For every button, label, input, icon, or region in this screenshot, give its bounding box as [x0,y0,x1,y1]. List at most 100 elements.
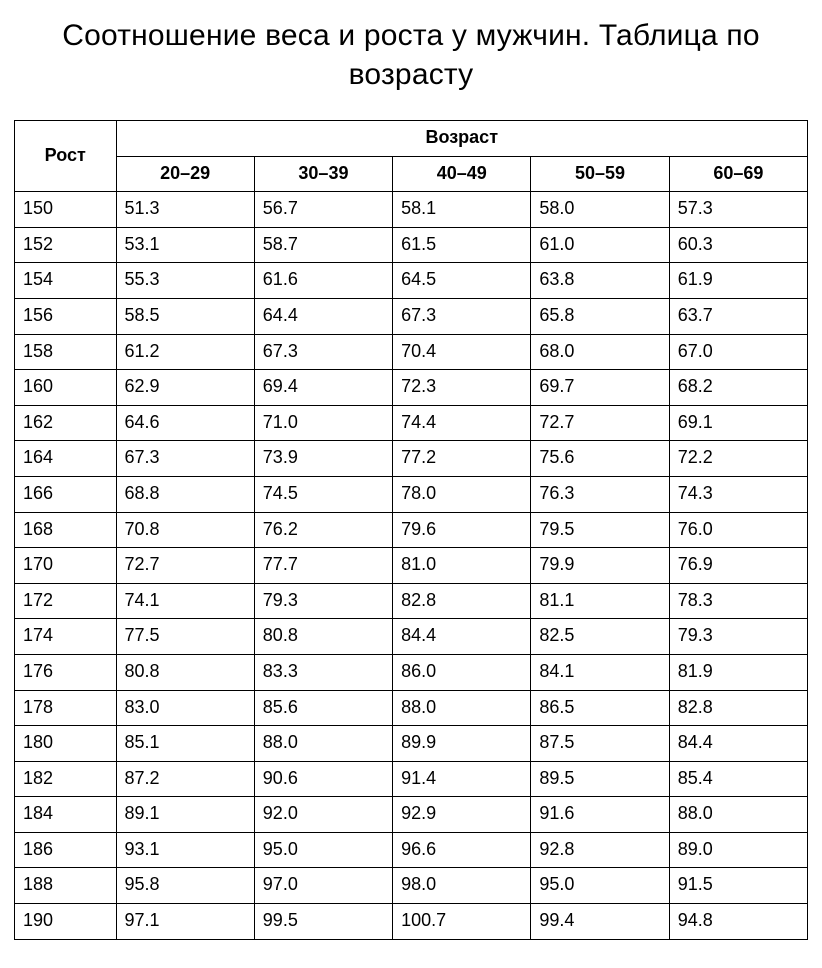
weight-cell: 84.1 [531,654,669,690]
weight-cell: 99.4 [531,904,669,940]
weight-cell: 88.0 [669,797,807,833]
weight-cell: 85.4 [669,761,807,797]
weight-cell: 91.6 [531,797,669,833]
weight-cell: 58.1 [393,192,531,228]
weight-cell: 90.6 [254,761,392,797]
weight-cell: 82.8 [393,583,531,619]
table-row: 16062.969.472.369.768.2 [15,370,808,406]
table-row: 18489.192.092.991.688.0 [15,797,808,833]
weight-cell: 92.8 [531,832,669,868]
weight-cell: 79.3 [669,619,807,655]
weight-cell: 67.3 [393,298,531,334]
weight-cell: 87.5 [531,726,669,762]
row-height-cell: 154 [15,263,117,299]
weight-cell: 68.2 [669,370,807,406]
row-height-cell: 182 [15,761,117,797]
weight-cell: 84.4 [669,726,807,762]
table-row: 17274.179.382.881.178.3 [15,583,808,619]
weight-cell: 86.0 [393,654,531,690]
weight-cell: 82.5 [531,619,669,655]
table-row: 15051.356.758.158.057.3 [15,192,808,228]
weight-cell: 87.2 [116,761,254,797]
weight-cell: 100.7 [393,904,531,940]
table-row: 16467.373.977.275.672.2 [15,441,808,477]
row-height-cell: 186 [15,832,117,868]
weight-cell: 95.0 [254,832,392,868]
weight-cell: 88.0 [393,690,531,726]
weight-cell: 56.7 [254,192,392,228]
row-height-cell: 158 [15,334,117,370]
weight-cell: 72.2 [669,441,807,477]
weight-cell: 78.3 [669,583,807,619]
weight-cell: 74.1 [116,583,254,619]
weight-cell: 72.7 [116,548,254,584]
weight-cell: 89.5 [531,761,669,797]
weight-cell: 65.8 [531,298,669,334]
weight-cell: 64.5 [393,263,531,299]
weight-cell: 77.2 [393,441,531,477]
weight-cell: 80.8 [254,619,392,655]
table-row: 17680.883.386.084.181.9 [15,654,808,690]
weight-cell: 91.5 [669,868,807,904]
table-row: 18287.290.691.489.585.4 [15,761,808,797]
weight-cell: 77.7 [254,548,392,584]
table-row: 15861.267.370.468.067.0 [15,334,808,370]
table-head: Рост Возраст 20–29 30–39 40–49 50–59 60–… [15,121,808,192]
table-row: 17883.085.688.086.582.8 [15,690,808,726]
col-header: 20–29 [116,156,254,192]
weight-cell: 61.5 [393,227,531,263]
row-height-cell: 190 [15,904,117,940]
weight-cell: 85.6 [254,690,392,726]
weight-cell: 81.1 [531,583,669,619]
table-row: 18895.897.098.095.091.5 [15,868,808,904]
weight-cell: 60.3 [669,227,807,263]
weight-cell: 97.1 [116,904,254,940]
row-height-cell: 164 [15,441,117,477]
weight-cell: 85.1 [116,726,254,762]
weight-cell: 96.6 [393,832,531,868]
weight-cell: 75.6 [531,441,669,477]
weight-cell: 81.0 [393,548,531,584]
weight-cell: 58.0 [531,192,669,228]
col-header: 50–59 [531,156,669,192]
table-row: 16264.671.074.472.769.1 [15,405,808,441]
weight-cell: 89.1 [116,797,254,833]
weight-cell: 70.4 [393,334,531,370]
header-height: Рост [15,121,117,192]
weight-cell: 95.8 [116,868,254,904]
row-height-cell: 162 [15,405,117,441]
weight-cell: 81.9 [669,654,807,690]
weight-cell: 76.2 [254,512,392,548]
weight-cell: 70.8 [116,512,254,548]
weight-cell: 76.9 [669,548,807,584]
weight-cell: 69.1 [669,405,807,441]
table-row: 18085.188.089.987.584.4 [15,726,808,762]
col-header: 40–49 [393,156,531,192]
weight-cell: 72.3 [393,370,531,406]
weight-cell: 63.8 [531,263,669,299]
weight-cell: 61.0 [531,227,669,263]
weight-cell: 61.2 [116,334,254,370]
weight-cell: 92.0 [254,797,392,833]
weight-cell: 78.0 [393,476,531,512]
table-row: 18693.195.096.692.889.0 [15,832,808,868]
row-height-cell: 184 [15,797,117,833]
weight-cell: 79.6 [393,512,531,548]
weight-cell: 62.9 [116,370,254,406]
weight-cell: 57.3 [669,192,807,228]
weight-cell: 93.1 [116,832,254,868]
col-header: 30–39 [254,156,392,192]
row-height-cell: 166 [15,476,117,512]
weight-cell: 89.0 [669,832,807,868]
table-row: 15658.564.467.365.863.7 [15,298,808,334]
table-row: 19097.199.5100.799.494.8 [15,904,808,940]
table-row: 17477.580.884.482.579.3 [15,619,808,655]
row-height-cell: 168 [15,512,117,548]
row-height-cell: 176 [15,654,117,690]
weight-cell: 67.3 [254,334,392,370]
row-height-cell: 174 [15,619,117,655]
col-header: 60–69 [669,156,807,192]
weight-cell: 98.0 [393,868,531,904]
weight-cell: 95.0 [531,868,669,904]
row-height-cell: 152 [15,227,117,263]
